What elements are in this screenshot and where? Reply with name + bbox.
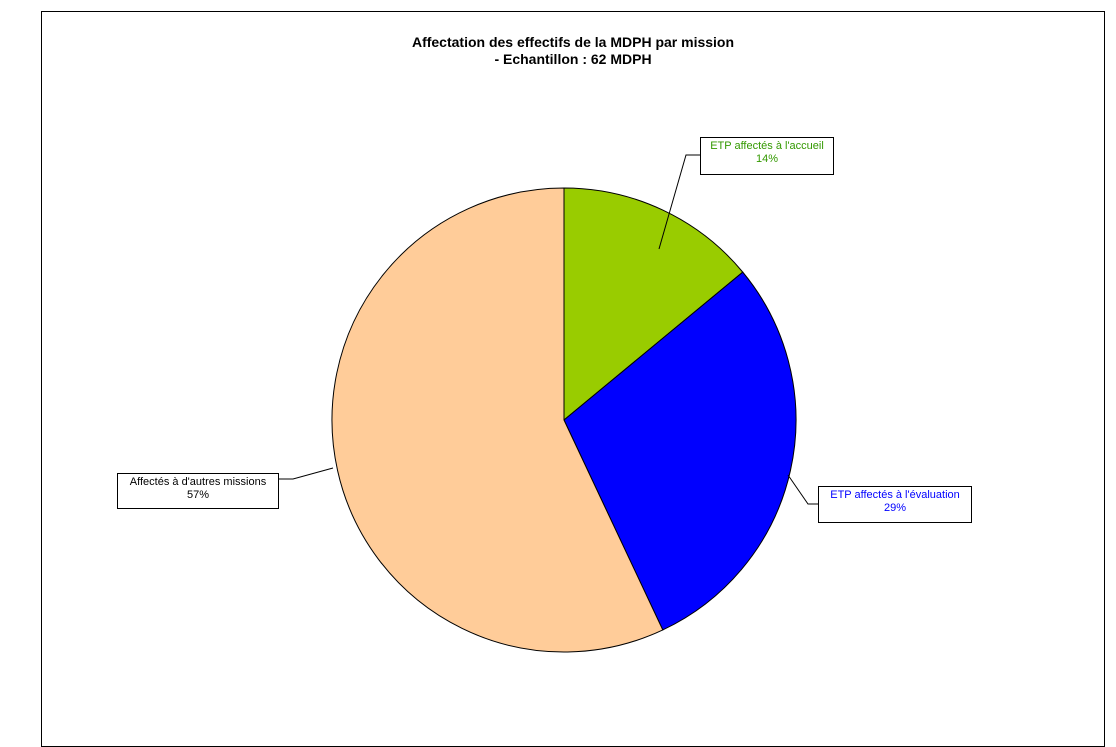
chart-title: Affectation des effectifs de la MDPH par… xyxy=(42,34,1104,68)
pie-slices xyxy=(331,187,797,653)
pie-slice-autres xyxy=(331,187,664,653)
data-label-accueil: ETP affectés à l'accueil 14% xyxy=(700,137,834,175)
data-label-autres-value: 57% xyxy=(186,489,210,501)
data-label-accueil-name: ETP affectés à l'accueil xyxy=(710,140,824,152)
data-label-evaluation: ETP affectés à l'évaluation 29% xyxy=(818,486,972,523)
data-label-evaluation-name: ETP affectés à l'évaluation xyxy=(830,489,960,501)
leader-line-evaluation xyxy=(787,474,818,505)
chart-title-text: Affectation des effectifs de la MDPH par… xyxy=(411,34,735,50)
data-label-evaluation-value: 29% xyxy=(883,502,907,514)
data-label-autres-name: Affectés à d'autres missions xyxy=(129,476,267,488)
leader-line-autres xyxy=(279,467,334,480)
data-label-accueil-value: 14% xyxy=(755,153,779,165)
leader-line-accueil xyxy=(658,154,700,250)
pie-slice-evaluation xyxy=(563,271,797,631)
chart-subtitle-text: - Echantillon : 62 MDPH xyxy=(494,51,652,67)
chart-frame: Affectation des effectifs de la MDPH par… xyxy=(41,11,1105,747)
data-label-autres: Affectés à d'autres missions 57% xyxy=(117,473,279,509)
leader-lines xyxy=(279,154,818,505)
pie-chart xyxy=(279,154,818,653)
pie-slice-accueil xyxy=(563,187,744,422)
